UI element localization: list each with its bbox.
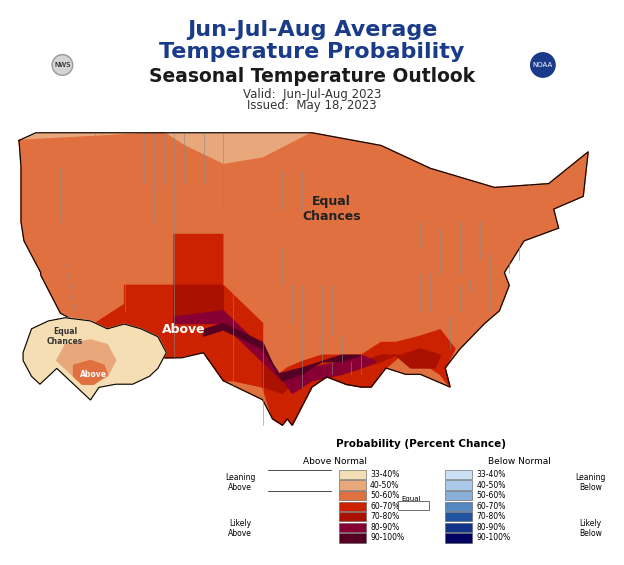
Text: 70-80%: 70-80% <box>370 512 399 521</box>
Polygon shape <box>23 318 166 400</box>
Polygon shape <box>74 360 107 384</box>
Text: Leaning
Below: Leaning Below <box>575 472 605 492</box>
Polygon shape <box>203 323 361 381</box>
Bar <box>445 533 472 542</box>
Polygon shape <box>19 133 588 425</box>
Polygon shape <box>174 311 376 393</box>
Bar <box>445 480 472 490</box>
Text: NWS: NWS <box>54 62 71 68</box>
Text: 33-40%: 33-40% <box>370 470 399 479</box>
Bar <box>339 470 366 479</box>
Text: Above: Above <box>80 370 107 379</box>
Text: 33-40%: 33-40% <box>476 470 505 479</box>
Bar <box>445 470 472 479</box>
Text: 40-50%: 40-50% <box>370 481 399 490</box>
Text: 70-80%: 70-80% <box>476 512 505 521</box>
Text: 60-70%: 60-70% <box>476 502 505 511</box>
Bar <box>445 523 472 532</box>
Text: Probability (Percent Chance): Probability (Percent Chance) <box>336 439 506 449</box>
Bar <box>339 480 366 490</box>
Text: Equal
Chances: Equal Chances <box>303 195 361 223</box>
Polygon shape <box>19 133 223 323</box>
Bar <box>445 491 472 501</box>
Text: 80-90%: 80-90% <box>476 523 505 532</box>
Polygon shape <box>19 133 588 425</box>
Polygon shape <box>174 285 440 393</box>
Text: NOAA: NOAA <box>533 62 553 68</box>
Bar <box>339 502 366 511</box>
Text: Above: Above <box>162 323 205 336</box>
Text: 90-100%: 90-100% <box>476 533 510 542</box>
Text: Seasonal Temperature Outlook: Seasonal Temperature Outlook <box>149 67 475 86</box>
Text: Below Normal: Below Normal <box>488 458 551 467</box>
Text: Likely
Above: Likely Above <box>228 519 252 538</box>
Text: Issued:  May 18, 2023: Issued: May 18, 2023 <box>247 99 377 112</box>
Bar <box>445 512 472 521</box>
Bar <box>339 533 366 542</box>
Polygon shape <box>223 133 588 425</box>
Text: Temperature Probability: Temperature Probability <box>159 42 465 62</box>
Text: Valid:  Jun-Jul-Aug 2023: Valid: Jun-Jul-Aug 2023 <box>243 88 381 101</box>
Text: Jun-Jul-Aug Average: Jun-Jul-Aug Average <box>187 20 437 40</box>
Text: 80-90%: 80-90% <box>370 523 399 532</box>
Bar <box>339 523 366 532</box>
Polygon shape <box>57 340 116 384</box>
Polygon shape <box>95 234 263 387</box>
Text: 50-60%: 50-60% <box>476 491 505 500</box>
Text: Leaning
Above: Leaning Above <box>225 472 256 492</box>
Bar <box>445 502 472 511</box>
Text: Equal
Chances: Equal Chances <box>396 496 426 509</box>
Bar <box>397 501 429 510</box>
Text: 90-100%: 90-100% <box>370 533 404 542</box>
Text: Equal
Chances: Equal Chances <box>47 327 84 346</box>
Text: Likely
Below: Likely Below <box>579 519 602 538</box>
Bar <box>339 512 366 521</box>
Text: 60-70%: 60-70% <box>370 502 399 511</box>
Polygon shape <box>263 330 455 425</box>
Text: 40-50%: 40-50% <box>476 481 505 490</box>
Text: 50-60%: 50-60% <box>370 491 399 500</box>
Bar <box>339 491 366 501</box>
Text: Above Normal: Above Normal <box>303 458 367 467</box>
